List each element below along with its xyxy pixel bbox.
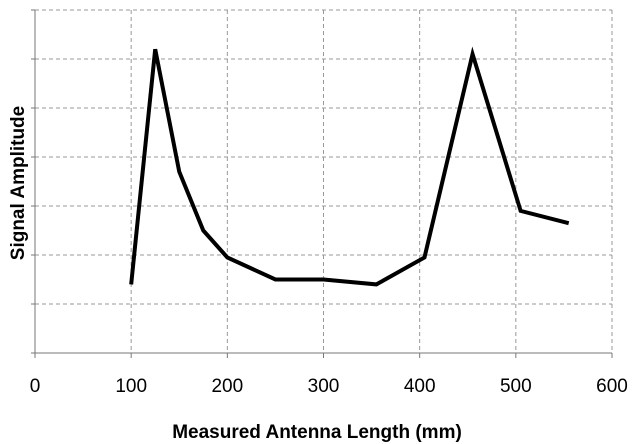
grid [35, 9, 613, 353]
x-tick-label: 500 [500, 376, 532, 397]
series-line [129, 46, 570, 287]
x-tick-label: 100 [115, 376, 147, 397]
axes [31, 9, 613, 358]
series-layer [129, 46, 570, 287]
y-axis-title: Signal Amplitude [8, 106, 29, 260]
x-tick-label: 400 [404, 376, 436, 397]
x-tick-label: 300 [308, 376, 340, 397]
x-tick-label: 0 [30, 376, 41, 397]
x-tick-label: 200 [211, 376, 243, 397]
x-tick-labels: 0 100 200 300 400 500 600 [30, 376, 628, 397]
x-axis-title: Measured Antenna Length (mm) [172, 422, 462, 443]
x-tick-label: 600 [596, 376, 628, 397]
